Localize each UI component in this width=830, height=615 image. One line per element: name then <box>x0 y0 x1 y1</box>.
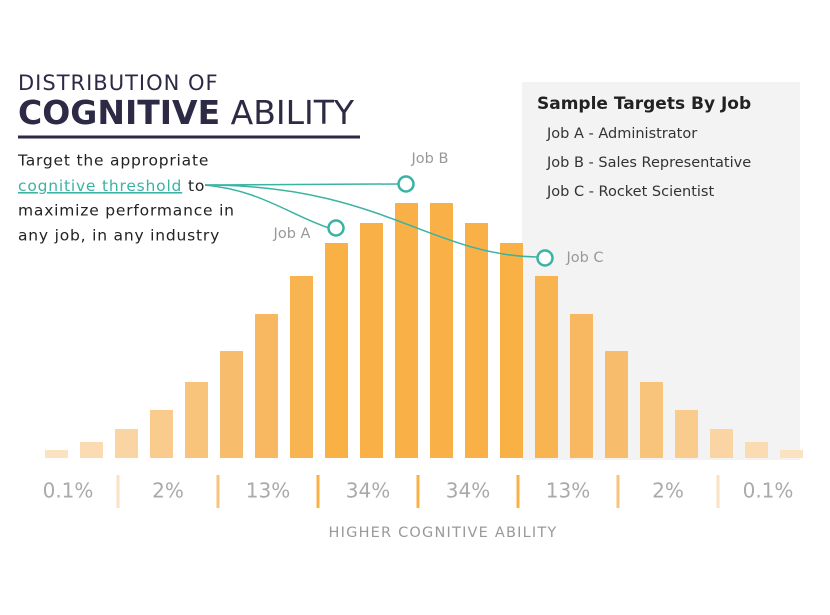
connector <box>204 183 399 186</box>
job-marker <box>327 219 345 237</box>
region-label: 0.1% <box>43 479 94 503</box>
bar <box>150 410 173 458</box>
title-top: DISTRIBUTION OF <box>18 71 219 95</box>
bar <box>500 243 523 458</box>
bar <box>255 314 278 458</box>
region-label: 34% <box>446 479 490 503</box>
region-label: 13% <box>546 479 590 503</box>
description-highlight: cognitive threshold <box>18 177 182 195</box>
title-bold: COGNITIVE <box>18 93 220 132</box>
legend-item: Job B - Sales Representative <box>546 155 751 171</box>
title-rest: ABILITY <box>231 93 355 132</box>
bar <box>605 351 628 458</box>
title-main: COGNITIVE ABILITY <box>18 93 355 132</box>
annotations: Job A Job B Job C <box>204 151 604 267</box>
job-label: Job A <box>273 226 311 242</box>
bar <box>325 243 348 458</box>
bar <box>185 382 208 458</box>
region-label: 2% <box>652 479 684 503</box>
bar <box>465 223 488 458</box>
bar <box>360 223 383 458</box>
bar <box>535 276 558 458</box>
region-label: 34% <box>346 479 390 503</box>
description-line: Target the appropriate <box>17 152 209 170</box>
legend-item: Job C - Rocket Scientist <box>546 184 714 200</box>
legend-item: Job A - Administrator <box>546 126 697 142</box>
legend-title: Sample Targets By Job <box>537 94 751 114</box>
connector <box>204 184 330 229</box>
connector <box>204 184 538 258</box>
job-label: Job B <box>411 151 449 167</box>
bar <box>430 203 453 458</box>
job-marker <box>536 249 554 267</box>
region-label: 0.1% <box>743 479 794 503</box>
region-label: 2% <box>152 479 184 503</box>
job-marker <box>397 175 415 193</box>
x-axis-label: HIGHER COGNITIVE ABILITY <box>329 525 558 541</box>
description-line: any job, in any industry <box>18 227 220 245</box>
bar <box>220 351 243 458</box>
description-text: to <box>188 177 205 195</box>
bar <box>780 450 803 458</box>
bar <box>45 450 68 458</box>
bars: 0.1% 2% 13% 34% 34% 13% 2% 0.1% <box>43 203 803 508</box>
bar <box>570 314 593 458</box>
bar <box>290 276 313 458</box>
bar <box>675 410 698 458</box>
bar <box>80 442 103 458</box>
region-label: 13% <box>246 479 290 503</box>
description-line: cognitive threshold to <box>18 177 205 195</box>
job-label: Job C <box>565 250 603 266</box>
bar <box>395 203 418 458</box>
bar <box>745 442 768 458</box>
bar <box>640 382 663 458</box>
bar <box>710 429 733 458</box>
description-line: maximize performance in <box>18 202 235 220</box>
bar <box>115 429 138 458</box>
